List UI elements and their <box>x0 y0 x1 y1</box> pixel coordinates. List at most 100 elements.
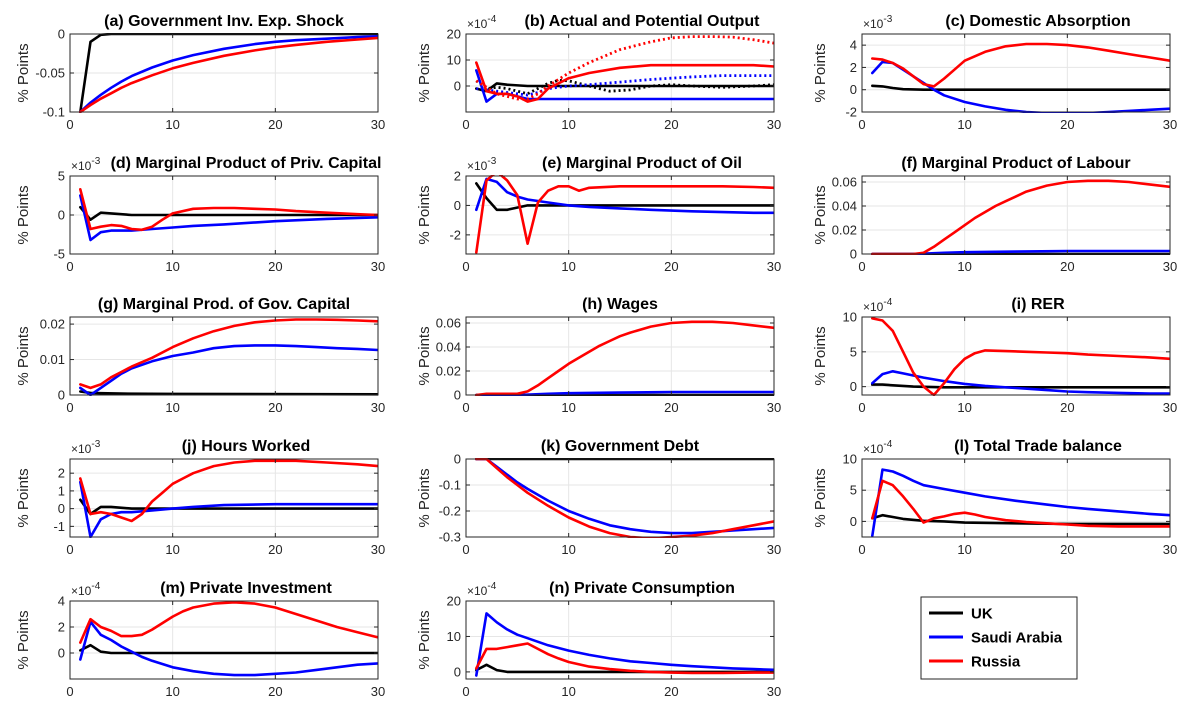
y-tick-label: 2 <box>58 466 65 481</box>
axis-exponent-label: ×10-3 <box>71 439 101 456</box>
x-tick-label: 0 <box>858 542 865 557</box>
x-tick-label: 0 <box>66 259 73 274</box>
axis-exponent-power: -3 <box>91 156 100 167</box>
y-tick-label: 2 <box>454 169 461 184</box>
series-line-saudi-arabia <box>474 69 774 103</box>
x-tick-label: 10 <box>957 542 971 557</box>
x-tick-label: 30 <box>1163 542 1177 557</box>
y-tick-label: 0 <box>850 379 857 394</box>
x-tick-label: 30 <box>1163 117 1177 132</box>
y-tick-label: 20 <box>447 594 461 609</box>
x-tick-label: 30 <box>1163 259 1177 274</box>
x-tick-label: 0 <box>462 117 469 132</box>
subplot-title: (g) Marginal Prod. of Gov. Capital <box>98 296 350 313</box>
axis-exponent-power: -4 <box>883 439 892 450</box>
axes-box <box>465 458 775 538</box>
y-tick-label: 10 <box>843 452 857 467</box>
x-tick-label: 0 <box>462 259 469 274</box>
y-tick-label: 0.01 <box>40 352 65 367</box>
series-line-russia <box>79 459 378 523</box>
y-axis-label: % Points <box>416 43 433 102</box>
series-group <box>870 317 1170 396</box>
y-tick-label: -0.1 <box>43 105 65 120</box>
x-tick-label: 20 <box>664 542 678 557</box>
axis-exponent-label: ×10-4 <box>863 439 893 456</box>
legend: UK Saudi Arabia Russia <box>920 596 1078 680</box>
axis-exponent-power: -4 <box>487 14 496 25</box>
x-tick-label: 20 <box>268 400 282 415</box>
series-line-russia <box>870 42 1170 88</box>
series-line-russia <box>870 317 1170 396</box>
series-line-uk <box>79 643 378 655</box>
subplot-title: (n) Private Consumption <box>549 580 735 597</box>
series-line-uk <box>870 513 1170 526</box>
y-tick-label: 20 <box>447 27 461 42</box>
series-line-russia <box>79 36 378 113</box>
x-tick-label: 10 <box>165 542 179 557</box>
axis-exponent-label: ×10-3 <box>71 156 101 173</box>
subplot-title: (j) Hours Worked <box>182 438 311 455</box>
series-line-russia <box>79 318 378 390</box>
x-tick-label: 0 <box>66 684 73 699</box>
axis-exponent-power: -4 <box>91 581 100 592</box>
series-line-russia <box>870 479 1170 528</box>
y-tick-label: 10 <box>447 53 461 68</box>
y-tick-label: 0.06 <box>436 316 461 331</box>
y-tick-label: 0.02 <box>832 223 857 238</box>
series-line-saudi-arabia <box>79 194 378 242</box>
y-axis-label: % Points <box>15 43 32 102</box>
axis-exponent-label: ×10-3 <box>863 14 893 31</box>
x-tick-label: 30 <box>371 684 385 699</box>
subplot-title: (c) Domestic Absorption <box>945 13 1130 30</box>
subplot-e: 0 10 20 30 -2 0 2 % Points ×10-3 (e) Marginal Pro… <box>416 155 781 274</box>
series-line-saudi-arabia <box>474 612 774 677</box>
y-axis-label: % Points <box>15 326 32 385</box>
x-tick-label: 30 <box>767 400 781 415</box>
subplot-n: 0 10 20 30 0 10 20 % Points ×10-4 (n) Private Con… <box>416 580 781 699</box>
x-tick-label: 30 <box>371 117 385 132</box>
x-tick-label: 30 <box>767 117 781 132</box>
subplot-a: 0 10 20 30 -0.1 -0.05 0 % Points (a) Government … <box>15 13 385 132</box>
x-tick-label: 20 <box>664 259 678 274</box>
subplot-d: 0 10 20 30-505% Points×10-3 (d) Marginal Pro… <box>15 155 385 274</box>
y-tick-label: 10 <box>843 310 857 325</box>
plot-area <box>862 34 1170 112</box>
plot-area <box>466 459 774 537</box>
series-line-uk <box>870 383 1170 389</box>
axis-exponent-label: ×10-4 <box>467 14 497 31</box>
y-tick-label: 5 <box>850 344 857 359</box>
axis-exponent-label: ×10-4 <box>863 297 893 314</box>
series-line-russia <box>474 642 774 675</box>
subplot-i: 0 10 20 30 0 5 10 % Points ×10-4 (i) RER <box>812 296 1177 415</box>
x-tick-label: 30 <box>767 259 781 274</box>
x-tick-label: 30 <box>371 259 385 274</box>
axes-box <box>465 175 775 255</box>
y-tick-label: 0 <box>454 79 461 94</box>
y-tick-label: -5 <box>53 247 65 262</box>
y-tick-label: 0 <box>58 501 65 516</box>
y-axis-label: % Points <box>416 468 433 527</box>
x-tick-label: 20 <box>664 684 678 699</box>
legend-label-saudi-arabia: Saudi Arabia <box>971 630 1063 647</box>
plot-area <box>466 176 774 254</box>
series-line-russia <box>79 600 378 644</box>
series-line-saudi-arabia <box>79 34 378 113</box>
subplot-f: 0 10 20 30 0 0.02 0.04 0.06% Points (f) Marginal… <box>812 155 1177 274</box>
y-tick-label: 0 <box>58 27 65 42</box>
series-line-saudi-arabia <box>870 468 1170 538</box>
series-group <box>79 600 378 677</box>
axes-box <box>861 175 1171 255</box>
y-tick-label: -2 <box>449 227 461 242</box>
y-tick-label: 5 <box>58 169 65 184</box>
y-tick-label: 0 <box>850 514 857 529</box>
x-tick-label: 10 <box>165 259 179 274</box>
y-axis-label: % Points <box>15 468 32 527</box>
series-line-saudi-arabia <box>870 369 1170 395</box>
y-tick-label: -0.2 <box>439 504 461 519</box>
y-tick-label: 4 <box>850 38 857 53</box>
y-tick-label: 0 <box>454 198 461 213</box>
series-group <box>79 459 378 538</box>
legend-label-russia: Russia <box>971 654 1021 671</box>
y-tick-label: 5 <box>850 483 857 498</box>
